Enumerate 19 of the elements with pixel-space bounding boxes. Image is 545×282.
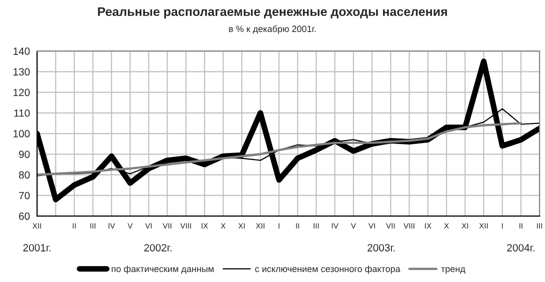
legend-label: с исключением сезонного фактора [255, 265, 400, 274]
chart-subtitle: в % к декабрю 2001г. [229, 25, 316, 34]
legend-label: по фактическим данным [112, 265, 214, 274]
y-tick-label: 130 [14, 68, 30, 76]
y-tick-label: 90 [19, 150, 30, 158]
y-tick-label: 70 [19, 192, 30, 200]
text: 2002г. [144, 244, 172, 252]
y-tick-label: 120 [14, 88, 30, 96]
text: 2001г. [23, 244, 50, 252]
chart-title: Реальные располагаемые денежные доходы населения [98, 7, 447, 19]
y-tick-label: 60 [19, 212, 30, 220]
y-tick-label: 100 [14, 130, 30, 138]
line-series [37, 122, 522, 176]
text: 2003г. [368, 244, 395, 252]
y-tick-label: 110 [14, 109, 30, 117]
text: 2004г. [507, 244, 534, 252]
legend-label: тренд [441, 267, 466, 274]
y-tick-label: 80 [18, 171, 30, 179]
y-tick-label: 140 [14, 48, 30, 55]
